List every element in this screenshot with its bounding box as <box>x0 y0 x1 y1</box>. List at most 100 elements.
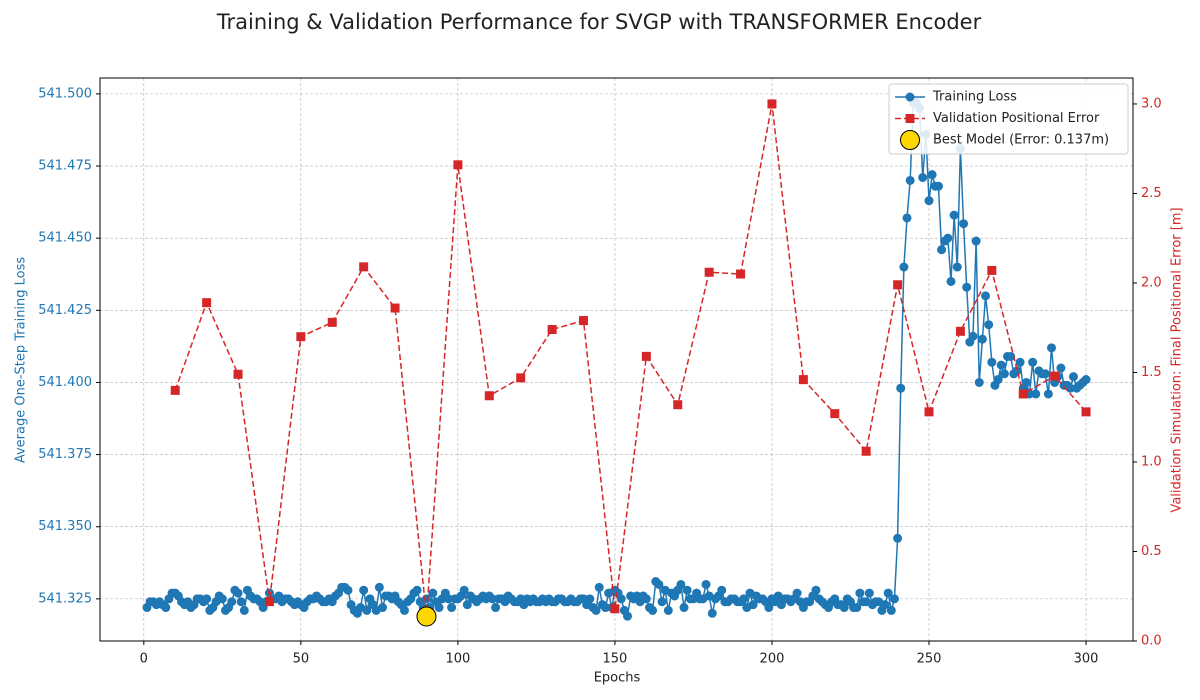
data-point <box>889 594 899 604</box>
data-point <box>459 585 469 595</box>
data-point <box>999 369 1009 379</box>
data-point <box>1050 371 1060 381</box>
data-point <box>676 579 686 589</box>
y2-tick-label: 2.0 <box>1141 275 1162 290</box>
legend-label: Training Loss <box>932 90 1017 105</box>
data-point <box>239 605 249 615</box>
data-point <box>390 303 400 313</box>
data-point <box>202 594 212 604</box>
legend-marker <box>905 92 915 102</box>
x-tick-label: 200 <box>760 652 785 667</box>
legend-marker <box>905 114 915 123</box>
data-point <box>830 409 840 419</box>
series-line <box>174 103 1087 617</box>
data-point <box>739 594 749 604</box>
data-point <box>447 603 457 613</box>
y2-axis-label: Validation Simulation: Final Positional … <box>1170 207 1185 512</box>
data-point <box>701 579 711 589</box>
data-point <box>861 446 871 456</box>
data-point <box>949 210 959 220</box>
x-tick-label: 50 <box>293 652 310 667</box>
y-tick-label: 541.500 <box>38 86 92 101</box>
data-point <box>359 585 369 595</box>
data-point <box>748 600 758 610</box>
data-point <box>453 160 463 170</box>
y2-tick-label: 0.5 <box>1141 544 1162 559</box>
data-point <box>641 594 651 604</box>
data-point <box>971 236 981 246</box>
data-point <box>993 375 1003 385</box>
data-point <box>434 603 444 613</box>
data-point <box>1018 389 1028 399</box>
data-point <box>264 597 274 607</box>
data-point <box>996 360 1006 370</box>
legend-label: Best Model (Error: 0.137m) <box>933 133 1109 148</box>
data-point <box>946 276 956 286</box>
y2-tick-label: 0.0 <box>1141 634 1162 649</box>
legend-label: Validation Positional Error <box>933 111 1100 126</box>
data-point <box>343 585 353 595</box>
y-tick-label: 541.350 <box>38 519 92 534</box>
data-point <box>924 407 934 417</box>
data-point <box>673 400 683 410</box>
data-point <box>927 170 937 180</box>
data-point <box>852 603 862 613</box>
data-point <box>902 213 912 223</box>
data-point <box>918 173 928 183</box>
data-point <box>981 291 991 301</box>
data-point <box>682 585 692 595</box>
data-point <box>893 280 903 290</box>
data-point <box>484 391 494 401</box>
data-point <box>1046 343 1056 353</box>
data-point <box>974 377 984 387</box>
data-point <box>412 585 422 595</box>
legend-marker <box>900 130 920 150</box>
data-point <box>547 325 557 335</box>
data-point <box>227 597 237 607</box>
data-point <box>327 317 337 327</box>
data-point <box>955 326 965 336</box>
plot-frame <box>99 77 1134 642</box>
data-point <box>839 603 849 613</box>
y-tick-label: 541.375 <box>38 447 92 462</box>
data-point <box>236 597 246 607</box>
data-point <box>202 298 212 308</box>
data-point <box>896 383 906 393</box>
data-point <box>987 357 997 367</box>
data-point <box>648 605 658 615</box>
y2-tick-label: 3.0 <box>1141 96 1162 111</box>
data-point <box>1081 407 1091 417</box>
data-point <box>736 269 746 279</box>
data-point <box>679 603 689 613</box>
x-tick-label: 250 <box>917 652 942 667</box>
data-point <box>296 332 306 342</box>
data-point <box>943 233 953 243</box>
data-point <box>663 605 673 615</box>
data-point <box>428 588 438 598</box>
x-tick-label: 300 <box>1074 652 1099 667</box>
data-point <box>217 594 227 604</box>
y-tick-label: 541.400 <box>38 375 92 390</box>
data-point <box>883 588 893 598</box>
data-point <box>399 605 409 615</box>
data-point <box>378 603 388 613</box>
data-point <box>880 600 890 610</box>
data-point <box>591 605 601 615</box>
y2-tick-label: 1.0 <box>1141 454 1162 469</box>
data-point <box>1081 375 1091 385</box>
data-point <box>704 267 714 277</box>
data-point <box>905 175 915 185</box>
data-point <box>1056 363 1066 373</box>
data-point <box>1006 351 1016 361</box>
data-point <box>864 588 874 598</box>
data-point <box>855 588 865 598</box>
data-point <box>616 594 626 604</box>
data-point <box>491 603 501 613</box>
data-point <box>594 582 604 592</box>
data-point <box>764 603 774 613</box>
data-point <box>984 320 994 330</box>
data-point <box>233 588 243 598</box>
data-point <box>886 605 896 615</box>
y-tick-label: 541.450 <box>38 231 92 246</box>
x-axis-label: Epochs <box>594 671 641 686</box>
